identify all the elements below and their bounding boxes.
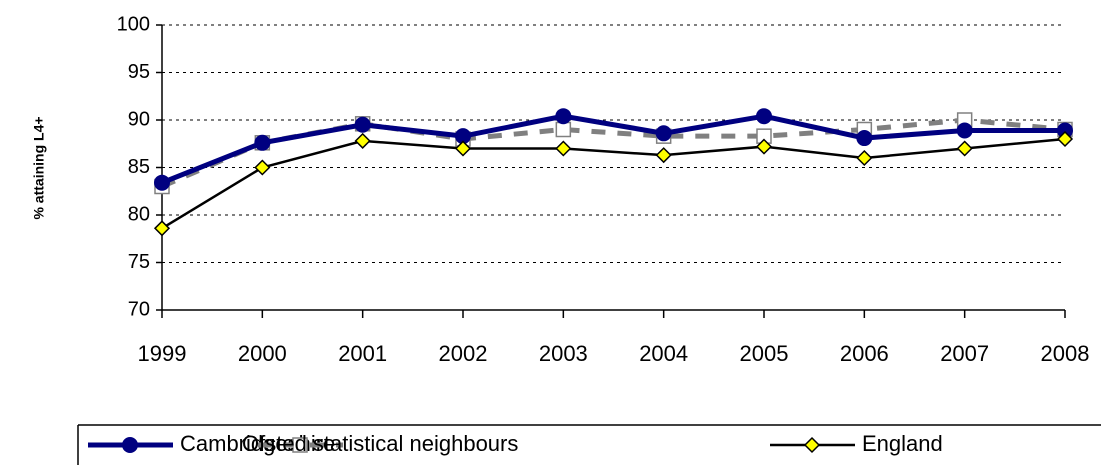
data-point bbox=[555, 140, 572, 157]
data-point bbox=[755, 138, 773, 155]
series-line bbox=[161, 137, 1066, 230]
data-point bbox=[354, 132, 371, 149]
y-tick-label: 80 bbox=[128, 203, 150, 225]
x-tick-label: 1999 bbox=[138, 341, 187, 366]
x-tick-label: 2004 bbox=[639, 341, 688, 366]
data-point bbox=[856, 130, 873, 147]
data-point bbox=[254, 159, 271, 176]
legend-label: Cambridgeshire bbox=[180, 431, 335, 456]
y-tick-label: 100 bbox=[117, 13, 150, 35]
data-point bbox=[956, 140, 973, 157]
y-axis-label: % attaining L4+ bbox=[31, 116, 47, 219]
legend-marker bbox=[122, 437, 138, 453]
data-point bbox=[655, 147, 672, 164]
x-tick-label: 2002 bbox=[439, 341, 488, 366]
y-tick-label: 75 bbox=[128, 251, 150, 273]
data-point bbox=[756, 108, 772, 125]
data-point bbox=[354, 116, 371, 133]
legend-label: England bbox=[862, 431, 943, 456]
y-tick-label: 90 bbox=[128, 108, 150, 130]
x-tick-label: 2008 bbox=[1041, 341, 1090, 366]
data-point bbox=[153, 220, 171, 237]
x-tick-label: 2005 bbox=[740, 341, 789, 366]
series-line bbox=[161, 117, 1066, 189]
data-point bbox=[454, 140, 472, 157]
series-line bbox=[161, 113, 1065, 186]
legend-marker bbox=[292, 437, 308, 453]
data-point bbox=[254, 134, 271, 151]
data-point bbox=[856, 149, 873, 167]
x-tick-label: 2007 bbox=[940, 341, 989, 366]
data-point bbox=[555, 108, 572, 125]
legend-marker bbox=[803, 436, 821, 454]
data-point bbox=[956, 122, 973, 139]
y-tick-label: 95 bbox=[128, 61, 150, 83]
x-tick-label: 2006 bbox=[840, 341, 889, 366]
y-tick-label: 85 bbox=[128, 156, 150, 178]
data-point bbox=[154, 174, 170, 191]
x-tick-label: 2003 bbox=[539, 341, 588, 366]
x-tick-label: 2000 bbox=[238, 341, 287, 366]
data-point bbox=[555, 121, 572, 138]
legend-label: Ofsted statistical neighbours bbox=[242, 431, 518, 456]
data-point bbox=[455, 128, 471, 145]
data-point bbox=[1056, 130, 1074, 148]
y-tick-label: 70 bbox=[128, 298, 150, 320]
x-tick-label: 2001 bbox=[338, 341, 387, 366]
data-point bbox=[655, 125, 672, 142]
data-point bbox=[1057, 122, 1073, 139]
